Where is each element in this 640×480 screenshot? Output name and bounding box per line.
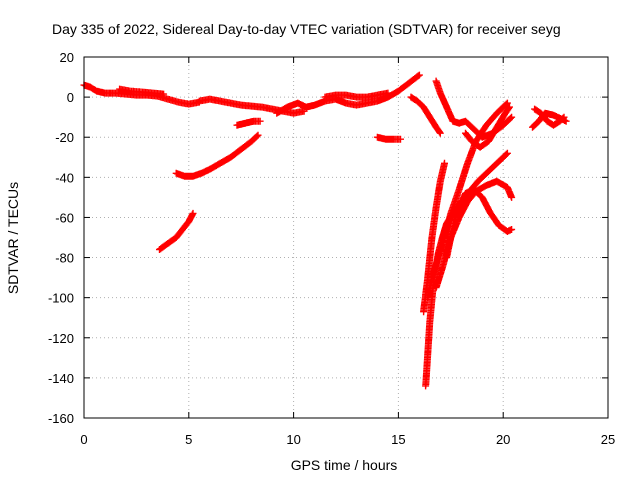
y-axis-title: SDTVAR / TECUs xyxy=(5,182,21,294)
series-arc-13 xyxy=(424,99,511,302)
data-layer xyxy=(80,71,570,390)
y-tick-label: -20 xyxy=(55,130,74,145)
series-markers xyxy=(462,103,513,151)
y-tick-label: -160 xyxy=(48,411,74,426)
x-tick-label: 20 xyxy=(496,432,510,447)
series-markers xyxy=(407,93,444,137)
series-arc-05 xyxy=(321,89,392,101)
series-arc-19 xyxy=(529,109,570,131)
y-tick-label: 0 xyxy=(67,90,74,105)
x-axis-title: GPS time / hours xyxy=(291,457,398,473)
series-arc-09 xyxy=(172,131,262,180)
series-markers xyxy=(373,133,404,143)
chart-title: Day 335 of 2022, Sidereal Day-to-day VTE… xyxy=(52,21,561,37)
series-arc-06 xyxy=(373,133,404,143)
series-markers xyxy=(233,117,264,129)
tick-labels: 0 5 10 15 20 25 20 0 -20 -40 -60 -80 -100 -120 -140 -16… xyxy=(48,50,615,447)
ticks xyxy=(83,56,609,419)
series-arc-04 xyxy=(273,71,423,117)
series-markers xyxy=(273,71,423,117)
y-tick-label: -60 xyxy=(55,210,74,225)
y-tick-label: -80 xyxy=(55,251,74,266)
series-markers xyxy=(116,85,168,98)
x-tick-label: 5 xyxy=(185,432,192,447)
x-tick-label: 15 xyxy=(391,432,405,447)
grid xyxy=(84,57,608,418)
series-markers xyxy=(424,99,511,302)
y-tick-label: -100 xyxy=(48,291,74,306)
series-markers xyxy=(156,209,197,253)
y-tick-label: -120 xyxy=(48,331,74,346)
series-markers xyxy=(172,131,262,180)
x-tick-label: 25 xyxy=(601,432,615,447)
series-arc-17 xyxy=(462,103,513,151)
y-tick-label: 20 xyxy=(60,50,74,65)
series-markers xyxy=(443,185,516,262)
series-markers xyxy=(321,89,392,101)
x-tick-label: 10 xyxy=(286,432,300,447)
series-arc-02 xyxy=(116,85,168,98)
series-arc-10 xyxy=(156,209,197,253)
plot-frame xyxy=(83,56,609,419)
series-arc-15 xyxy=(443,185,516,262)
series-markers xyxy=(529,109,570,131)
x-tick-label: 0 xyxy=(80,432,87,447)
series-arc-07 xyxy=(407,93,444,137)
y-tick-label: -140 xyxy=(48,371,74,386)
y-tick-label: -40 xyxy=(55,170,74,185)
series-arc-08 xyxy=(233,117,264,129)
